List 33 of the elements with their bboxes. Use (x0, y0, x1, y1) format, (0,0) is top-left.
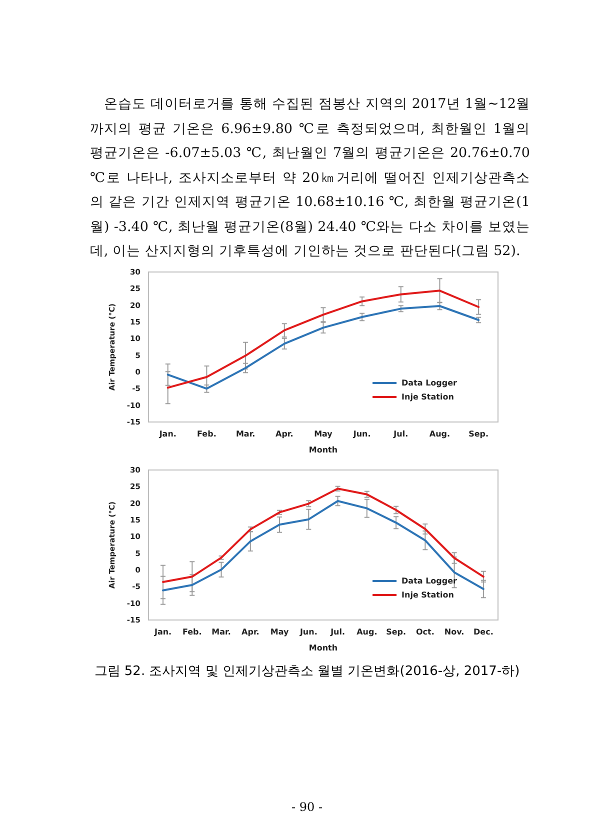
text: - 90 - (290, 800, 324, 814)
x-tick-label: Feb. (197, 430, 216, 438)
x-tick-label: Mar. (236, 430, 256, 438)
x-tick-label: Jun. (298, 628, 318, 636)
x-tick-label: Jan. (158, 430, 176, 438)
x-tick-label: Feb. (182, 628, 202, 636)
line-series (162, 500, 484, 592)
x-tick-label: Nov. (444, 628, 464, 636)
x-tick-label: May (270, 628, 290, 636)
legend-label: Data Logger (402, 576, 458, 586)
x-tick-label: Apr. (242, 628, 260, 636)
legend-label: Inje Station (402, 392, 454, 402)
line-series (166, 290, 480, 389)
x-tick-label: Aug. (356, 628, 378, 636)
legend-label: Inje Station (402, 590, 454, 600)
x-axis-title: Month (308, 446, 338, 454)
line-series (166, 305, 480, 390)
x-tick-label: Sep. (468, 430, 489, 438)
x-tick-label: Mar. (212, 628, 231, 636)
x-tick-label: Apr. (276, 430, 294, 438)
x-tick-label: Oct. (416, 628, 434, 636)
x-tick-label: Jul. (330, 628, 346, 636)
x-tick-label: Dec. (474, 628, 494, 636)
caption: 그림 52. 조사지역 및 인제기상관측소 월별 기온변화(2016-상, 2017-하) (93, 663, 521, 680)
legend-label: Data Logger (402, 378, 458, 388)
x-tick-label: Aug. (429, 430, 450, 438)
text: 온습도 데이터로거를 통해 수집된 점봉산 지역의 2017년 1월~12월까지의 평균 기온은 6.96±9.80 ℃로 측정되었으며, 최한월인 1월의 평균기온은 -6.07±5.03 ℃, 최난월인 7월의 평균기온은 20.76±0.70 ℃로 나타나, 조사지소로부터 약 20㎞거리에 떨어진 인제기상관측소의 같은 기간 인제지역 평균기온 10.68±10.16 ℃, 최한월 평균기온(1월) -3.40 ℃, 최난월 평균기온(8월) 24.40 ℃와는 다소 차이를 보였는데, 이는 산지지형의 기후특성에 기인하는 것으로 판단된다(그림 52). (90, 95, 530, 261)
x-tick-label: Jun. (352, 430, 371, 438)
x-tick-label: Jan. (153, 628, 172, 636)
x-axis-title: Month (308, 644, 338, 652)
x-tick-label: Sep. (386, 628, 406, 636)
x-tick-label: Jul. (392, 430, 408, 438)
x-tick-label: May (314, 430, 334, 438)
